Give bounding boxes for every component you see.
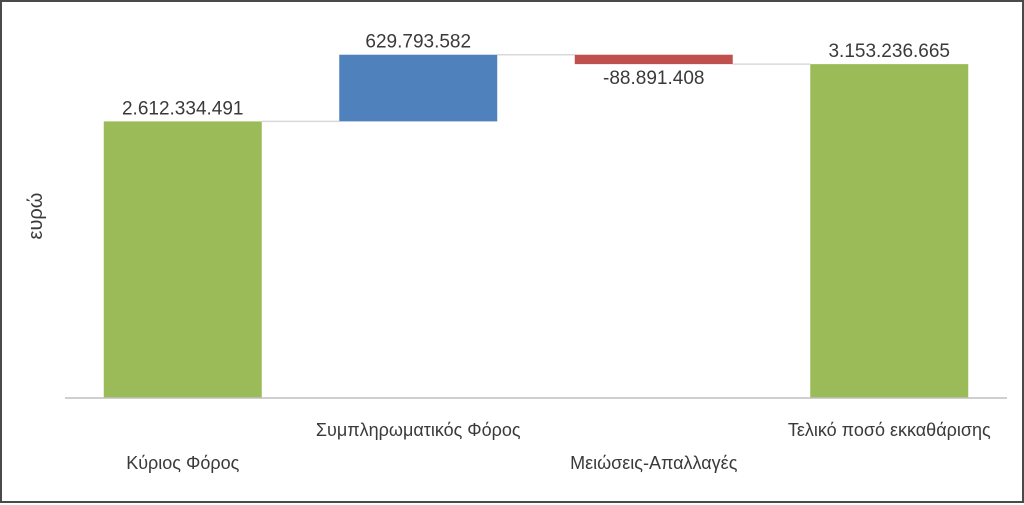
x-tick-label: Τελικό ποσό εκκαθάρισης [788, 420, 991, 440]
data-label: 3.153.236.665 [828, 41, 950, 62]
bar-increase [339, 54, 498, 122]
x-tick-label: Κύριος Φόρος [126, 453, 239, 473]
bar-total [810, 64, 969, 399]
data-label: 629.793.582 [365, 32, 471, 53]
x-tick-label: Μειώσεις-Απαλλαγές [570, 453, 738, 473]
bar-total [103, 121, 262, 399]
data-label: -88.891.408 [603, 68, 704, 89]
x-tick-label: Συμπληρωματικός Φόρος [316, 420, 521, 440]
y-axis-label: ευρώ [25, 193, 47, 240]
bar-decrease [574, 54, 733, 65]
data-label: 2.612.334.491 [122, 98, 244, 119]
